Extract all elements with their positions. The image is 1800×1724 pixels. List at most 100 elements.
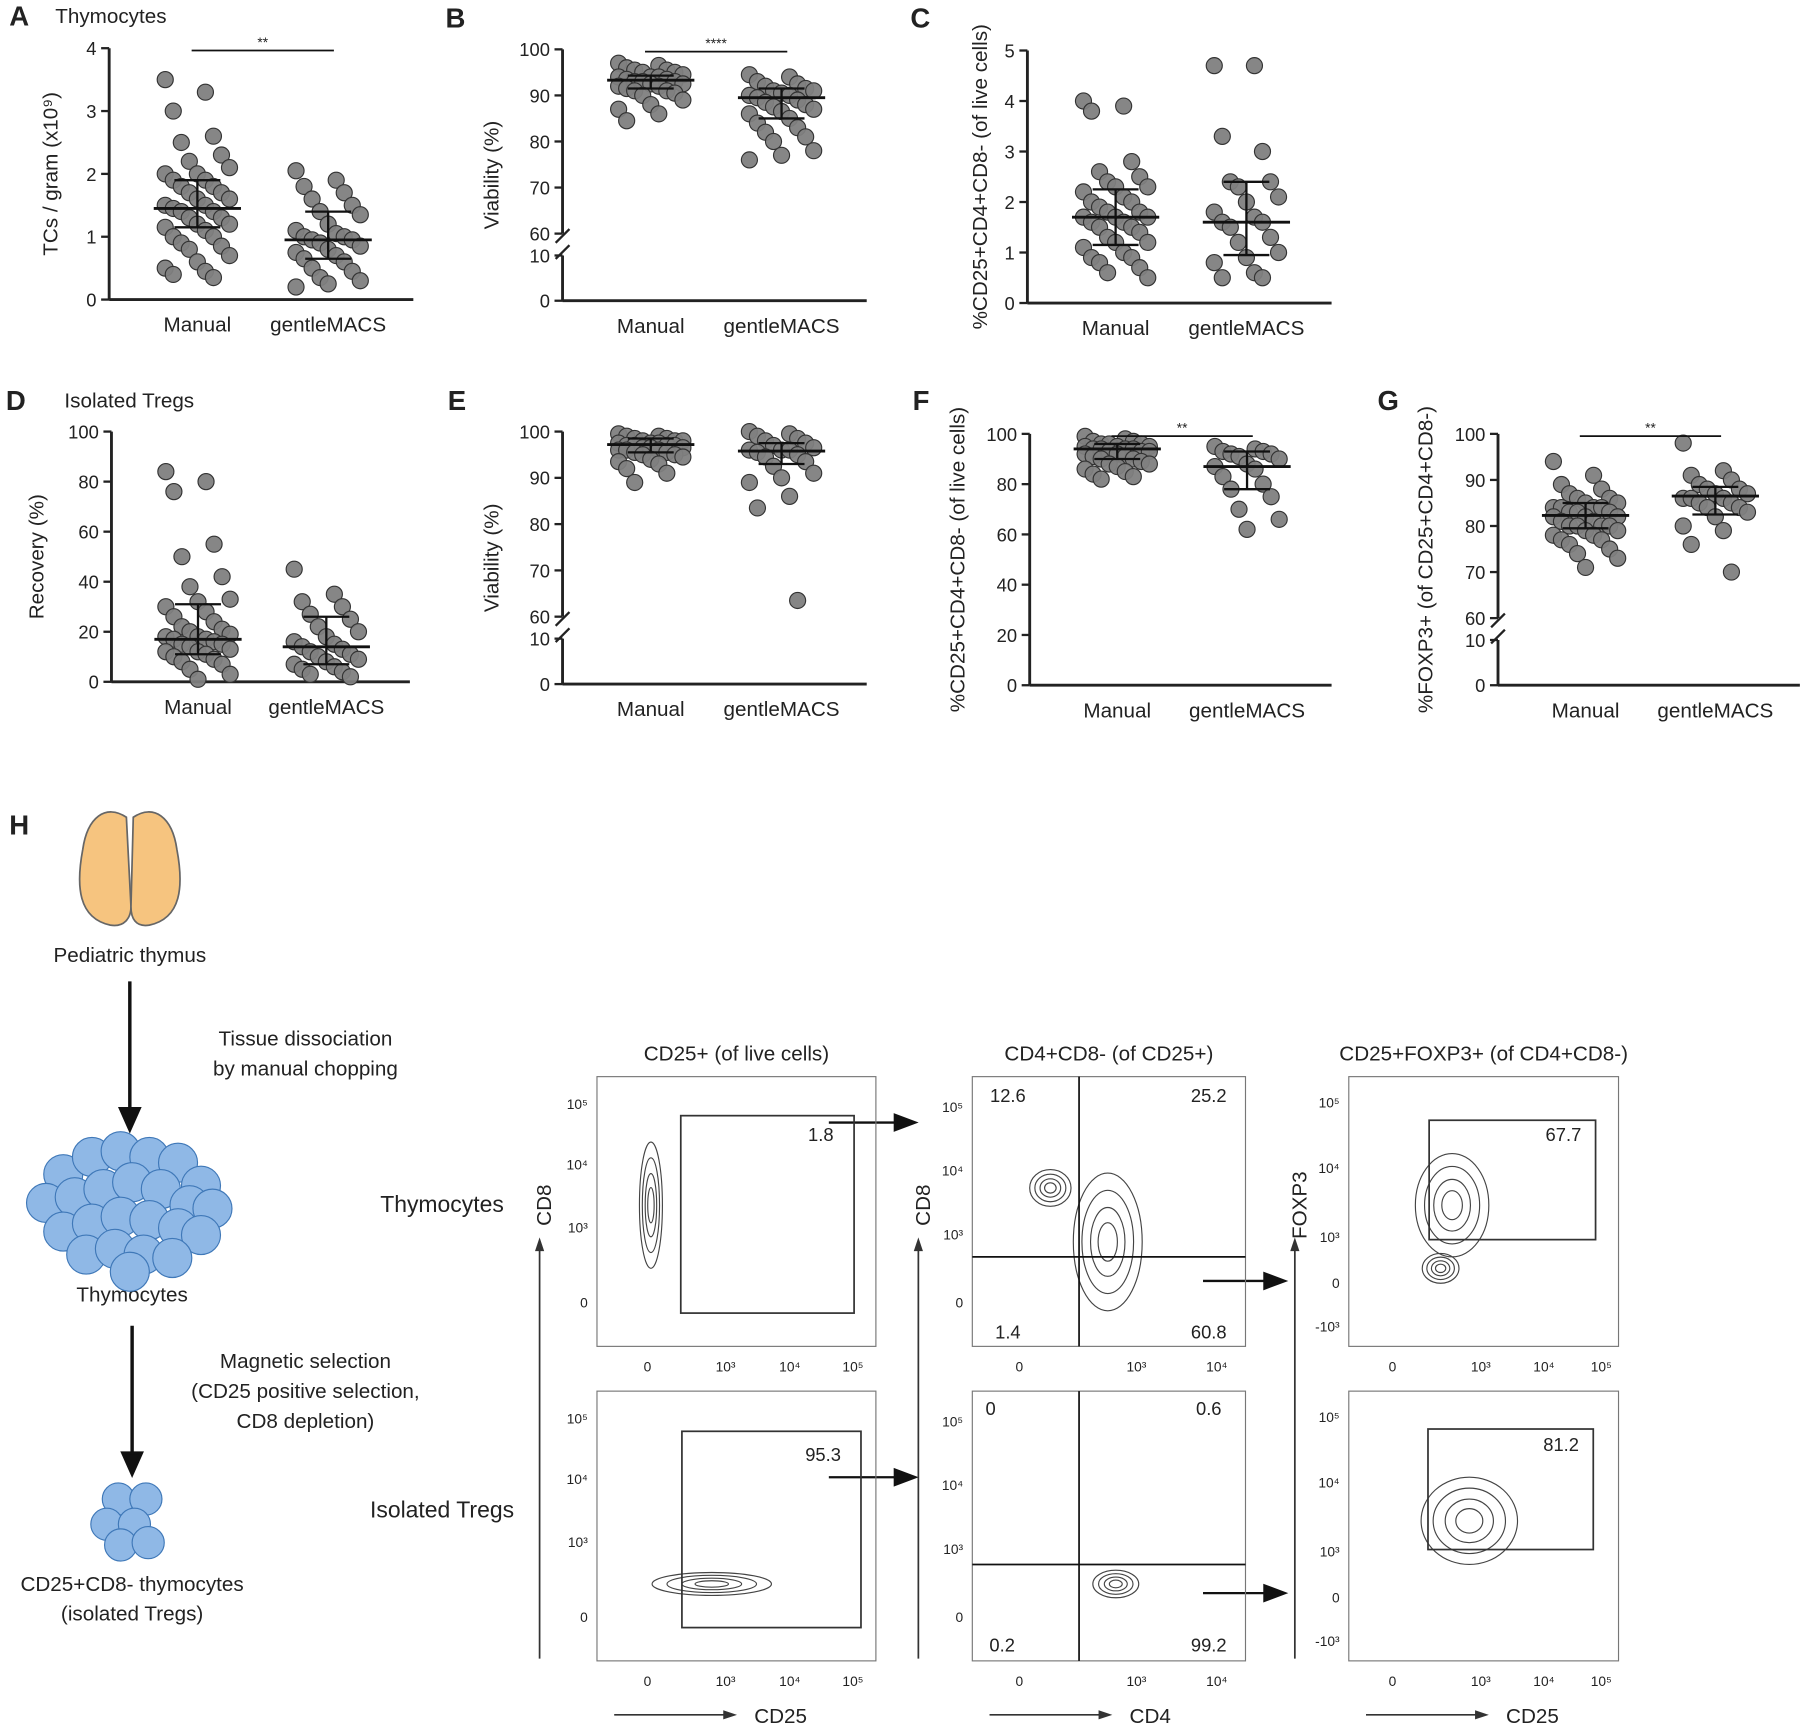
data-point [1098,264,1117,282]
y-tick-label: 0 [86,289,96,310]
y-tick-label: 5 [1005,40,1015,61]
data-point [221,665,239,683]
data-point [764,132,783,151]
data-point [1205,254,1223,272]
data-point [1205,57,1223,75]
data-point [1674,434,1692,452]
axis-break [554,228,571,244]
gate-value: 67.7 [1546,1124,1582,1145]
y-tick-label: 80 [529,131,549,152]
y-tick-label: 10 [529,629,549,650]
data-point [189,670,207,688]
flow-x-tick: 0 [644,1360,652,1375]
flow-y-tick: 10⁵ [942,1415,963,1430]
flow-y-tick: 0 [1332,1590,1340,1605]
data-point [1261,228,1280,246]
flow-y-tick: -10³ [1315,1319,1340,1334]
y-tick-label: 3 [1005,141,1015,162]
contour [1421,1252,1460,1284]
flow-x-tick: 10⁵ [842,1674,863,1689]
x-tick-label: gentleMACS [724,315,840,338]
x-tick-label: Manual [1082,317,1150,340]
data-point [740,473,759,492]
data-point [293,593,311,611]
cell-icon [131,1526,165,1560]
data-point [220,215,239,233]
contour [1034,1173,1067,1203]
y-axis-label: Viability (%) [480,503,503,612]
contour [1097,1222,1118,1262]
panel-title: Isolated Tregs [64,389,194,412]
y-tick-label: 80 [529,514,549,535]
gate-value: 12.6 [990,1085,1026,1106]
data-point [165,483,183,501]
flow-x-tick: 10³ [1471,1360,1491,1375]
gate-value: 95.3 [805,1444,841,1465]
data-point [1544,452,1563,471]
flow-y-tick: 10⁴ [567,1158,588,1173]
contour [1097,1573,1134,1595]
data-point [1714,521,1732,540]
data-point [220,246,239,265]
y-tick-label: 100 [519,421,550,442]
gate-value: 99.2 [1191,1635,1227,1656]
contour [1444,1498,1494,1544]
y-axis-label: TCs / gram (x10⁹) [40,92,63,256]
panel-title: Thymocytes [55,5,166,28]
data-point [772,146,791,164]
x-tick-label: Manual [163,314,231,337]
flow-x-tick: 0 [1016,1674,1024,1689]
flow-x-tick: 10³ [716,1674,736,1689]
y-tick-label: 0 [1007,675,1017,696]
significance-label: ** [1645,421,1656,436]
flow-x-tick: 0 [1389,1360,1397,1375]
y-tick-label: 70 [1465,562,1485,583]
significance-label: ** [1177,421,1188,436]
thymus-label: Pediatric thymus [53,944,206,967]
flow-y-label: FOXP3 [1288,1171,1311,1239]
flow-x-tick: 0 [1016,1360,1024,1375]
flow-y-tick: 10⁴ [942,1163,963,1178]
y-tick-label: 40 [997,575,1017,596]
thymus-icon [78,811,181,927]
flow-x-tick: 0 [644,1674,652,1689]
data-point [213,568,231,586]
y-tick-label: 40 [78,572,98,593]
arrow-head [1290,1237,1300,1252]
flow-y-tick: -10³ [1315,1634,1340,1649]
flow-y-tick: 10³ [568,1221,588,1236]
y-tick-label: 60 [529,223,549,244]
flow-x-label: CD25 [1506,1705,1559,1724]
contour [638,1141,663,1269]
data-point [1214,467,1232,486]
y-tick-label: 100 [986,424,1017,445]
y-tick-label: 0 [89,672,99,693]
y-axis-label: %CD25+CD4+CD8- (of live cells) [946,407,969,712]
flow-y-tick: 0 [1332,1276,1340,1291]
data-point [805,100,823,118]
arrow-head [1098,1710,1113,1720]
data-point [1230,500,1248,518]
x-tick-label: gentleMACS [268,696,384,719]
gate [1428,1119,1597,1241]
flow-plot [596,1076,877,1347]
flow-y-tick: 10³ [568,1535,588,1550]
data-point [1584,466,1603,484]
contour [1039,1178,1062,1198]
gate-value: 81.2 [1543,1434,1579,1455]
flow-y-tick: 10⁵ [942,1100,963,1115]
data-point [1253,142,1272,161]
x-tick-label: gentleMACS [1189,699,1305,722]
flow-x-label: CD4 [1130,1705,1171,1724]
data-point [1246,460,1264,478]
data-point [220,190,239,208]
data-point [748,499,767,517]
data-point [1568,545,1587,563]
y-tick-label: 4 [86,38,96,59]
data-point [1092,470,1110,488]
y-tick-label: 90 [1465,470,1485,491]
flow-y-tick: 10⁴ [1318,1476,1339,1491]
data-point [805,464,823,482]
y-tick-label: 80 [997,474,1017,495]
data-point [287,162,305,180]
